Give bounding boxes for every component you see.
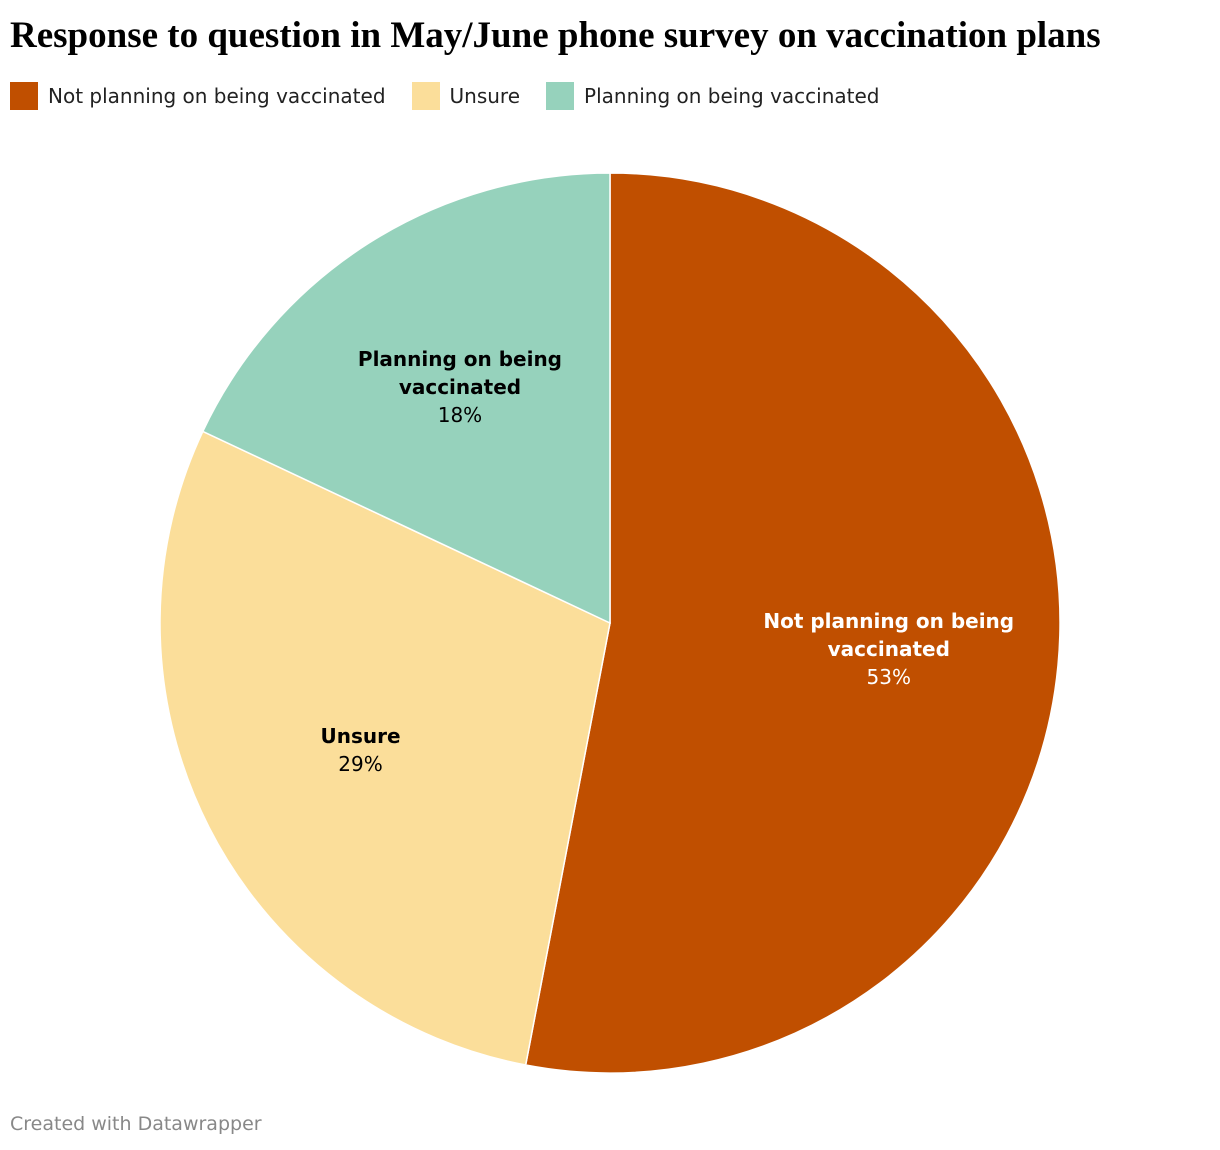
legend-label: Not planning on being vaccinated bbox=[48, 84, 386, 108]
legend: Not planning on being vaccinated Unsure Pl… bbox=[10, 82, 880, 110]
legend-item: Planning on being vaccinated bbox=[546, 82, 880, 110]
chart-title: Response to question in May/June phone s… bbox=[10, 15, 1101, 56]
slice-label: Not planning on being vaccinated 53% bbox=[754, 607, 1024, 691]
slice-category: Not planning on being vaccinated bbox=[763, 609, 1015, 662]
pie-slice bbox=[201, 172, 611, 625]
legend-swatch bbox=[10, 82, 38, 110]
slice-category: Unsure bbox=[320, 724, 401, 749]
slice-label: Unsure 29% bbox=[226, 722, 496, 778]
slice-value-label: 29% bbox=[338, 752, 383, 777]
legend-swatch bbox=[411, 82, 440, 110]
legend-item: Not planning on being vaccinated bbox=[10, 82, 386, 110]
legend-item: Unsure bbox=[411, 82, 521, 110]
legend-label: Unsure bbox=[449, 84, 521, 108]
legend-swatch bbox=[546, 82, 575, 110]
legend-label: Planning on being vaccinated bbox=[584, 84, 880, 108]
pie-slice bbox=[524, 172, 1061, 1074]
slice-label: Planning on being vaccinated 18% bbox=[325, 345, 595, 429]
credit: Created with Datawrapper bbox=[10, 1113, 262, 1135]
slice-value-label: 18% bbox=[437, 402, 483, 427]
slice-value-label: 53% bbox=[866, 665, 911, 690]
slice-category: Planning on being vaccinated bbox=[357, 346, 562, 399]
pie-slice bbox=[159, 430, 611, 1066]
